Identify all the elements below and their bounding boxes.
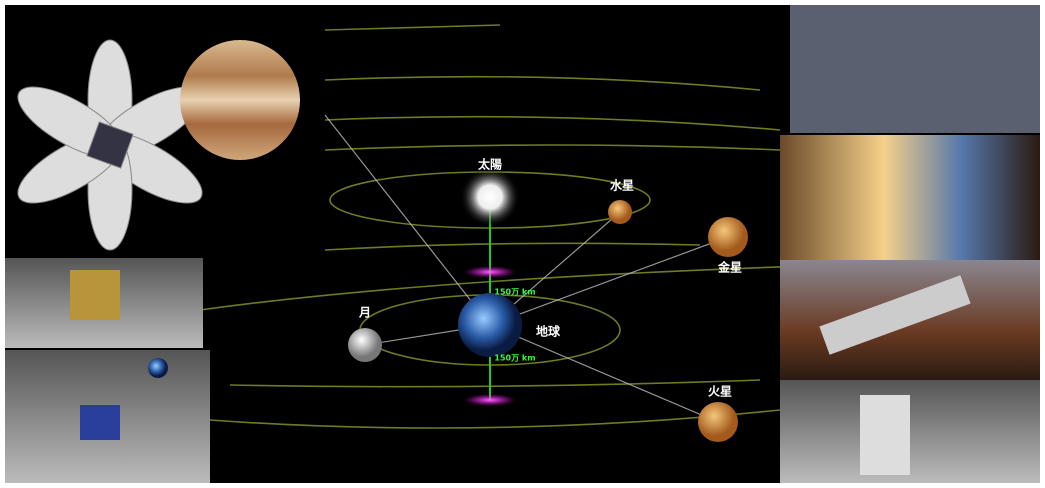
moon [348, 328, 382, 362]
label: 火星 [708, 385, 732, 399]
earth [458, 293, 522, 357]
label: 地球 [536, 324, 561, 339]
lander [70, 270, 120, 320]
mars [698, 402, 738, 442]
engine-photo [790, 5, 1040, 133]
scene: 太陽 水星 金星 月 地球 火星 150万 km 150万 km [0, 0, 1045, 488]
label: 水星 [610, 178, 634, 193]
venus [708, 217, 748, 257]
sun [460, 167, 520, 227]
thruster-photo [780, 135, 1040, 260]
rover [80, 405, 120, 440]
distance-label: 150万 km [494, 288, 535, 297]
label: 金星 [717, 260, 742, 275]
marker [464, 394, 516, 406]
label: 太陽 [478, 157, 502, 172]
marker [464, 266, 516, 278]
mercury [608, 200, 632, 224]
label: 月 [358, 306, 371, 320]
distance-label: 150万 km [494, 354, 535, 363]
earth-small [148, 358, 168, 378]
robot [860, 395, 910, 475]
